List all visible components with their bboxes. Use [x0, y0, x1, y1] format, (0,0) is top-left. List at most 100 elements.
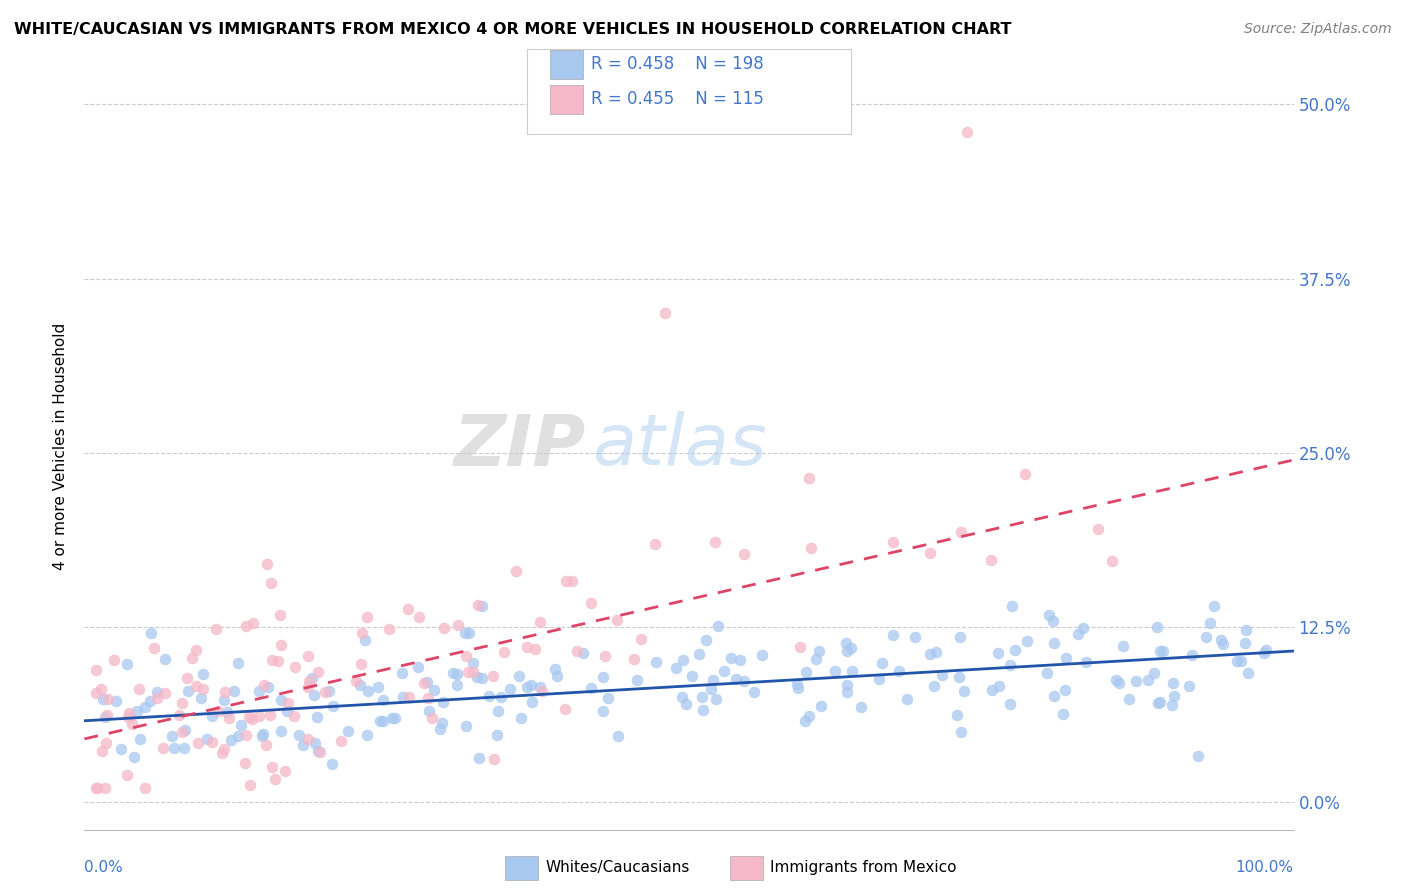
Point	[238, 709, 260, 723]
Point	[433, 621, 456, 635]
Point	[134, 780, 156, 795]
Point	[1146, 619, 1168, 633]
Point	[461, 665, 484, 679]
Point	[441, 666, 464, 681]
Point	[94, 780, 117, 795]
Point	[918, 647, 941, 661]
Point	[1036, 665, 1059, 680]
Point	[321, 756, 343, 771]
Point	[254, 738, 277, 752]
Point	[1209, 633, 1232, 648]
Point	[292, 739, 315, 753]
Point	[1147, 696, 1170, 710]
Point	[377, 622, 399, 636]
Point	[692, 703, 714, 717]
Text: R = 0.455    N = 115: R = 0.455 N = 115	[591, 90, 763, 108]
Point	[1143, 665, 1166, 680]
Point	[350, 657, 373, 672]
Point	[253, 678, 276, 692]
Point	[922, 679, 945, 693]
Point	[1149, 644, 1171, 658]
Point	[297, 649, 319, 664]
Point	[420, 711, 443, 725]
Point	[468, 751, 491, 765]
Point	[356, 728, 378, 742]
Point	[287, 728, 309, 742]
Point	[675, 697, 697, 711]
Point	[987, 679, 1010, 693]
Point	[1118, 691, 1140, 706]
Point	[1234, 623, 1257, 637]
Point	[167, 708, 190, 723]
Point	[695, 633, 717, 648]
Point	[1043, 636, 1066, 650]
Point	[454, 719, 477, 733]
Point	[786, 676, 808, 690]
Point	[593, 649, 616, 664]
Point	[654, 306, 676, 320]
Point	[810, 698, 832, 713]
Point	[297, 732, 319, 747]
Point	[270, 693, 292, 707]
Point	[446, 678, 468, 692]
Point	[1229, 654, 1251, 668]
Point	[314, 685, 336, 699]
Point	[794, 665, 817, 679]
Y-axis label: 4 or more Vehicles in Household: 4 or more Vehicles in Household	[53, 322, 69, 570]
Point	[200, 735, 222, 749]
Point	[162, 741, 184, 756]
Point	[242, 616, 264, 631]
Point	[215, 705, 238, 719]
Point	[266, 655, 288, 669]
Point	[249, 684, 271, 698]
Point	[337, 723, 360, 738]
Point	[115, 657, 138, 672]
Point	[269, 608, 291, 623]
Point	[94, 735, 117, 749]
Text: atlas: atlas	[592, 411, 766, 481]
Point	[529, 615, 551, 630]
Point	[1038, 608, 1060, 623]
Point	[270, 724, 292, 739]
Point	[172, 696, 194, 710]
Point	[274, 764, 297, 778]
Point	[1043, 690, 1066, 704]
Point	[270, 638, 292, 652]
Point	[546, 669, 568, 683]
Point	[744, 685, 766, 699]
Point	[276, 704, 298, 718]
Point	[882, 534, 904, 549]
Point	[262, 760, 284, 774]
Point	[152, 741, 174, 756]
Point	[482, 752, 505, 766]
Point	[392, 690, 415, 704]
Point	[146, 691, 169, 706]
Point	[430, 716, 453, 731]
Point	[492, 645, 515, 659]
Point	[1112, 640, 1135, 654]
Point	[418, 704, 440, 718]
Point	[416, 690, 439, 705]
Point	[229, 718, 252, 732]
Point	[432, 696, 454, 710]
Point	[1052, 706, 1074, 721]
Point	[665, 661, 688, 675]
Point	[522, 695, 544, 709]
Point	[463, 656, 485, 670]
Point	[259, 708, 281, 723]
Point	[117, 710, 139, 724]
Point	[1071, 621, 1094, 635]
Point	[322, 699, 344, 714]
Point	[644, 537, 666, 551]
Point	[561, 574, 583, 589]
Point	[86, 663, 108, 677]
Point	[212, 742, 235, 756]
Point	[415, 674, 437, 689]
Point	[889, 664, 911, 678]
Point	[456, 648, 478, 663]
Point	[318, 684, 340, 698]
Point	[1149, 695, 1171, 709]
Point	[505, 565, 527, 579]
Text: WHITE/CAUCASIAN VS IMMIGRANTS FROM MEXICO 4 OR MORE VEHICLES IN HOUSEHOLD CORREL: WHITE/CAUCASIAN VS IMMIGRANTS FROM MEXIC…	[14, 22, 1011, 37]
Point	[207, 704, 229, 718]
